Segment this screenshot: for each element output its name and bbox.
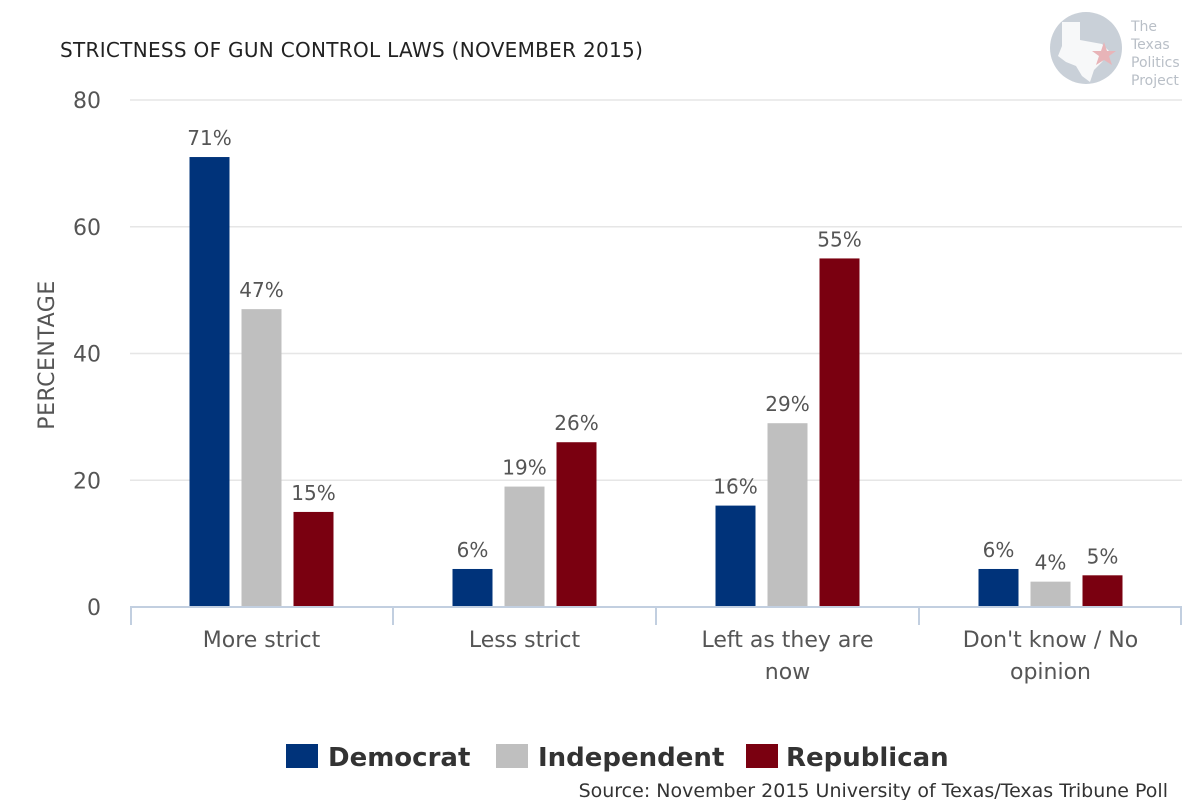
- bar-independent: [767, 423, 808, 607]
- bar-republican: [819, 258, 860, 607]
- logo-line: The: [1130, 19, 1157, 35]
- logo-line: Project: [1131, 73, 1179, 89]
- data-label: 19%: [502, 456, 546, 480]
- x-tick-label: Less strict: [469, 628, 581, 653]
- y-tick-label: 60: [73, 216, 101, 241]
- x-tick-label: More strict: [203, 628, 321, 653]
- data-label: 16%: [713, 475, 757, 499]
- bar-independent: [241, 309, 282, 607]
- x-axis-ticks: More strict Less strict Left as they are no…: [203, 628, 1138, 685]
- source-note: Source: November 2015 University of Texa…: [579, 780, 1168, 800]
- data-label: 71%: [187, 126, 231, 150]
- bar-democrat: [978, 568, 1019, 607]
- texas-politics-project-logo: The Texas Politics Project: [1050, 12, 1180, 89]
- legend-label-independent: Independent: [538, 743, 724, 773]
- y-tick-label: 20: [73, 469, 101, 494]
- legend-label-republican: Republican: [786, 743, 949, 773]
- y-tick-label: 80: [73, 89, 101, 114]
- data-labels: 71% 47% 15% 6% 19% 26% 16% 29% 55% 6% 4% 5%: [187, 126, 1118, 575]
- legend-swatch-independent: [496, 744, 528, 768]
- x-tick-label: Left as they are now: [701, 628, 873, 685]
- legend-item-independent[interactable]: Independent: [496, 743, 724, 773]
- legend: Democrat Independent Republican: [286, 743, 949, 773]
- bar-republican: [293, 511, 334, 607]
- legend-label-democrat: Democrat: [328, 743, 470, 773]
- data-label: 5%: [1087, 544, 1119, 568]
- bar-independent: [1030, 581, 1071, 607]
- bar-democrat: [715, 505, 756, 607]
- gridlines: [130, 99, 1182, 481]
- texas-star-logo-icon: [1050, 12, 1122, 84]
- data-label: 26%: [554, 411, 598, 435]
- y-axis-ticks: 0 20 40 60 80: [73, 89, 101, 621]
- x-axis: [130, 606, 1182, 625]
- bar-republican: [1082, 575, 1123, 607]
- bar-democrat: [189, 157, 230, 607]
- chart-title: STRICTNESS OF GUN CONTROL LAWS (NOVEMBER…: [60, 38, 643, 62]
- bar-republican: [556, 442, 597, 607]
- data-label: 55%: [817, 227, 861, 251]
- data-label: 29%: [765, 392, 809, 416]
- y-tick-label: 40: [73, 343, 101, 368]
- bar-independent: [504, 486, 545, 607]
- data-label: 47%: [239, 278, 283, 302]
- y-axis-label: PERCENTAGE: [35, 280, 60, 429]
- legend-swatch-republican: [746, 744, 778, 768]
- legend-item-democrat[interactable]: Democrat: [286, 743, 470, 773]
- data-label: 6%: [983, 538, 1015, 562]
- y-tick-label: 0: [87, 596, 101, 621]
- x-tick-label: Don't know / No opinion: [963, 628, 1138, 685]
- legend-item-republican[interactable]: Republican: [746, 743, 949, 773]
- data-label: 15%: [291, 481, 335, 505]
- data-label: 4%: [1035, 551, 1067, 575]
- logo-line: Texas: [1130, 37, 1170, 53]
- bars: [189, 157, 1123, 607]
- data-label: 6%: [457, 538, 489, 562]
- bar-democrat: [452, 568, 493, 607]
- logo-line: Politics: [1131, 55, 1180, 71]
- legend-swatch-democrat: [286, 744, 318, 768]
